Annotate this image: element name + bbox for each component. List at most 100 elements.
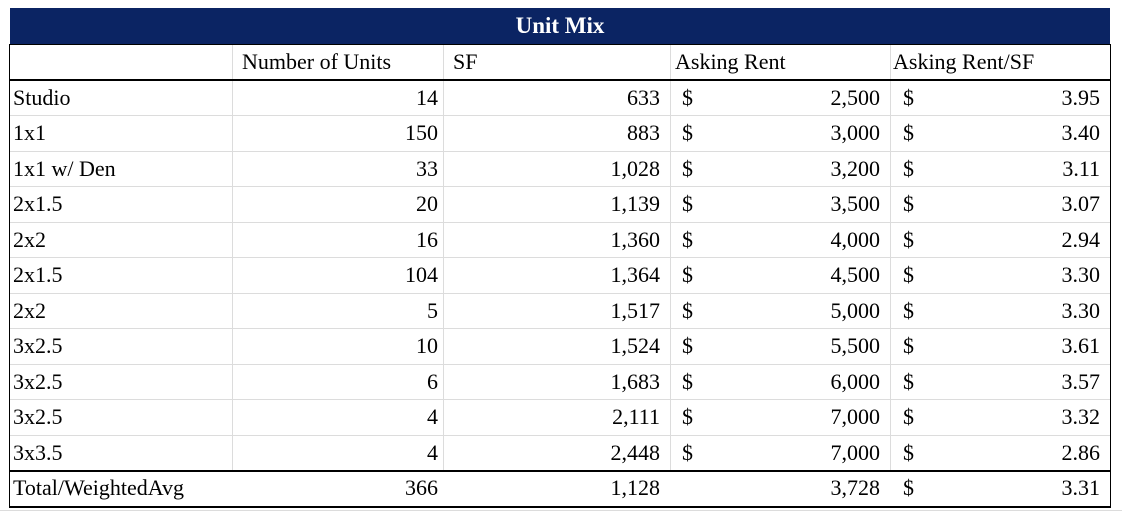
- cell-value: 3.95: [1061, 85, 1101, 110]
- row-label: 2x1.5: [13, 262, 63, 288]
- border: [9, 44, 1111, 45]
- cell-value: 150: [405, 120, 438, 146]
- cell-value: 3,728: [830, 474, 881, 500]
- grid-line: [10, 292, 1110, 294]
- currency-symbol: $: [903, 333, 914, 359]
- currency-symbol: $: [903, 226, 914, 252]
- grid-line: [10, 399, 1110, 401]
- currency-symbol: $: [903, 368, 914, 394]
- cell-value: 4: [427, 439, 438, 465]
- cell-value: 3.07: [1061, 191, 1101, 217]
- cell-value: 3.32: [1061, 404, 1101, 430]
- grid-line: [10, 221, 1110, 223]
- row-label: Total/WeightedAvg: [13, 474, 185, 500]
- grid-line: [10, 115, 1110, 117]
- cell-value: 2.86: [1061, 439, 1101, 465]
- currency-symbol: $: [682, 368, 693, 394]
- currency-symbol: $: [682, 297, 693, 323]
- cell-value: 3.31: [1061, 474, 1101, 500]
- border: [1110, 44, 1111, 508]
- grid-line: [0, 510, 1122, 511]
- grid-line: [10, 257, 1110, 259]
- currency-symbol: $: [903, 474, 914, 500]
- row-label: 3x2.5: [13, 368, 63, 394]
- currency-symbol: $: [903, 155, 914, 181]
- row-label: 3x3.5: [13, 439, 63, 465]
- cell-value: 1,128: [610, 474, 661, 500]
- cell-value: 3.40: [1061, 120, 1101, 146]
- cell-value: 1,517: [610, 297, 661, 323]
- currency-symbol: $: [682, 404, 693, 430]
- cell-value: 7,000: [830, 439, 881, 465]
- cell-value: 14: [416, 85, 438, 110]
- currency-symbol: $: [682, 439, 693, 465]
- cell-value: 633: [627, 85, 660, 110]
- cell-value: 5,000: [830, 297, 881, 323]
- currency-symbol: $: [682, 155, 693, 181]
- border: [9, 469, 1111, 472]
- cell-value: 3.61: [1061, 333, 1101, 359]
- grid-line: [670, 44, 671, 470]
- cell-value: 3.57: [1061, 368, 1101, 394]
- column-header: Number of Units: [242, 49, 392, 74]
- currency-symbol: $: [903, 191, 914, 217]
- border: [9, 44, 10, 508]
- border: [9, 79, 1111, 81]
- currency-symbol: $: [682, 262, 693, 288]
- currency-symbol: $: [903, 439, 914, 465]
- column-header: SF: [453, 49, 478, 74]
- table-title: Unit Mix: [10, 8, 1110, 44]
- cell-value: 366: [405, 474, 438, 500]
- column-header: Asking Rent/SF: [893, 49, 1035, 74]
- grid-line: [10, 150, 1110, 152]
- row-label: 2x2: [13, 226, 46, 252]
- currency-symbol: $: [903, 262, 914, 288]
- currency-symbol: $: [682, 191, 693, 217]
- cell-value: 1,360: [610, 226, 661, 252]
- currency-symbol: $: [903, 85, 914, 110]
- grid-line: [10, 434, 1110, 436]
- cell-value: 33: [416, 155, 438, 181]
- grid-line: [232, 44, 233, 470]
- cell-value: 2.94: [1061, 226, 1101, 252]
- cell-value: 1,028: [610, 155, 661, 181]
- currency-symbol: $: [682, 226, 693, 252]
- row-label: 3x2.5: [13, 333, 63, 359]
- cell-value: 10: [416, 333, 438, 359]
- cell-value: 104: [405, 262, 438, 288]
- cell-value: 2,111: [612, 404, 660, 430]
- border: [9, 506, 1111, 508]
- cell-value: 3,200: [830, 155, 881, 181]
- cell-value: 7,000: [830, 404, 881, 430]
- cell-value: 6: [427, 368, 438, 394]
- cell-value: 3.11: [1062, 155, 1100, 181]
- currency-symbol: $: [903, 297, 914, 323]
- currency-symbol: $: [682, 120, 693, 146]
- row-label: 2x1.5: [13, 191, 63, 217]
- grid-line: [10, 363, 1110, 365]
- grid-line: [443, 44, 444, 470]
- currency-symbol: $: [682, 333, 693, 359]
- cell-value: 2,448: [610, 439, 661, 465]
- row-label: 3x2.5: [13, 404, 63, 430]
- cell-value: 1,524: [610, 333, 661, 359]
- grid-line: [10, 328, 1110, 330]
- row-label: Studio: [13, 85, 71, 110]
- cell-value: 3.30: [1061, 297, 1101, 323]
- grid-line: [10, 186, 1110, 188]
- grid-line: [890, 44, 891, 470]
- currency-symbol: $: [903, 404, 914, 430]
- cell-value: 3,500: [830, 191, 881, 217]
- cell-value: 4: [427, 404, 438, 430]
- cell-value: 6,000: [830, 368, 881, 394]
- cell-value: 16: [416, 226, 438, 252]
- cell-value: 5,500: [830, 333, 881, 359]
- cell-value: 4,500: [830, 262, 881, 288]
- cell-value: 4,000: [830, 226, 881, 252]
- cell-value: 3.30: [1061, 262, 1101, 288]
- row-label: 2x2: [13, 297, 46, 323]
- cell-value: 3,000: [830, 120, 881, 146]
- cell-value: 1,364: [610, 262, 661, 288]
- row-label: 1x1 w/ Den: [13, 155, 116, 181]
